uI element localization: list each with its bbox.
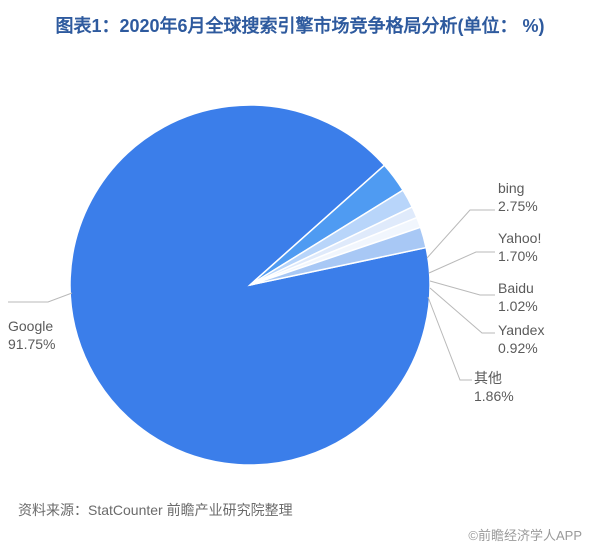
- leader-line: [430, 281, 495, 295]
- chart-title: 图表1：2020年6月全球搜索引擎市场竞争格局分析(单位： %): [0, 0, 600, 42]
- slice-percent: 1.02%: [498, 298, 538, 316]
- credit-line: ©前瞻经济学人APP: [468, 525, 582, 544]
- slice-label-yandex: Yandex0.92%: [498, 322, 544, 357]
- slice-name: Yahoo!: [498, 230, 541, 248]
- slice-label-bing: bing2.75%: [498, 180, 538, 215]
- source-prefix: 资料来源：: [18, 502, 88, 518]
- leader-line: [428, 297, 472, 380]
- leader-line: [8, 293, 72, 302]
- slice-name: Google: [8, 318, 55, 336]
- slice-label-其他: 其他1.86%: [474, 370, 514, 405]
- slice-percent: 91.75%: [8, 336, 55, 354]
- slice-name: Yandex: [498, 322, 544, 340]
- slice-label-google: Google91.75%: [8, 318, 55, 353]
- pie-chart: Google91.75% bing2.75% Yahoo!1.70% Baidu1.0…: [0, 70, 600, 500]
- source-line: 资料来源：StatCounter 前瞻产业研究院整理: [18, 500, 293, 520]
- leader-line: [429, 252, 495, 273]
- slice-percent: 1.86%: [474, 388, 514, 406]
- slice-percent: 2.75%: [498, 198, 538, 216]
- slice-label-baidu: Baidu1.02%: [498, 280, 538, 315]
- slice-name: bing: [498, 180, 538, 198]
- slice-label-yahoo!: Yahoo!1.70%: [498, 230, 541, 265]
- slice-percent: 0.92%: [498, 340, 544, 358]
- leader-line: [427, 210, 495, 258]
- slice-percent: 1.70%: [498, 248, 541, 266]
- source-text: StatCounter 前瞻产业研究院整理: [88, 502, 293, 518]
- slice-name: Baidu: [498, 280, 538, 298]
- slice-name: 其他: [474, 370, 514, 388]
